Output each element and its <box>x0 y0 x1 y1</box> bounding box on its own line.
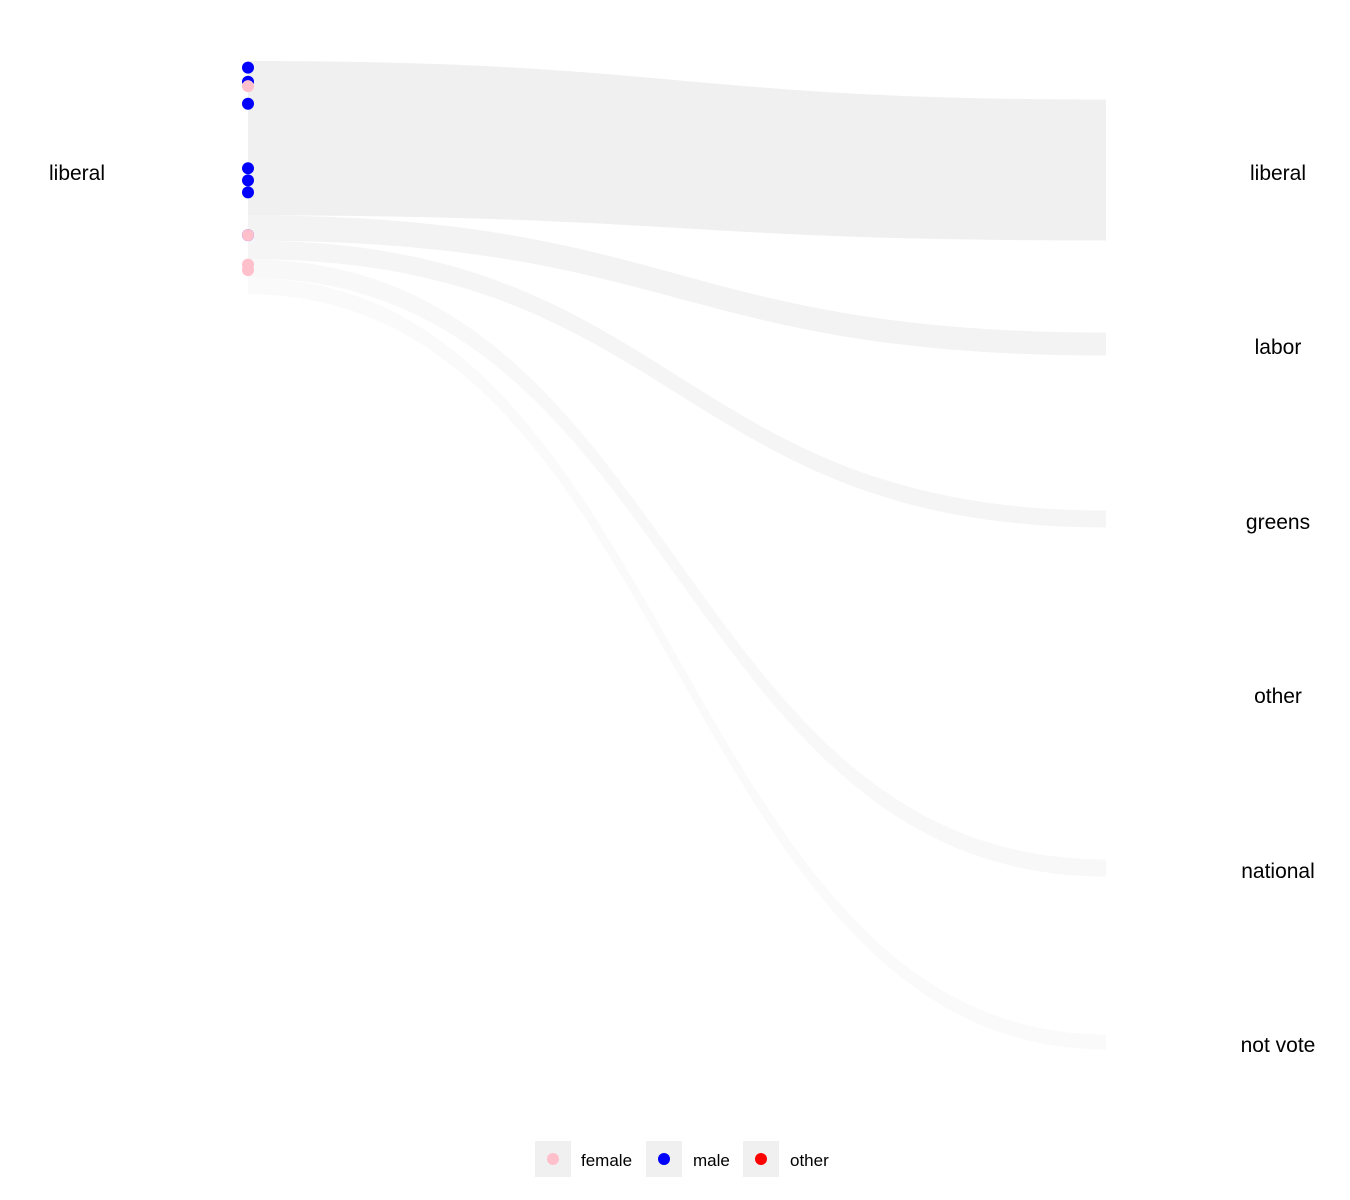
target-node-label-labor: labor <box>1255 336 1302 359</box>
legend-label-female: female <box>581 1151 632 1170</box>
flow-liberal-to-national <box>248 259 1106 877</box>
target-node-label-greens: greens <box>1246 511 1310 534</box>
target-node-label-liberal: liberal <box>1250 162 1306 185</box>
legend-key-female <box>547 1153 559 1165</box>
legend-item-male: male <box>646 1141 730 1177</box>
point-female <box>242 80 254 93</box>
point-male <box>242 186 254 199</box>
legend-item-other: other <box>743 1141 829 1177</box>
target-node-label-not-vote: not vote <box>1241 1034 1316 1057</box>
point-female <box>242 264 254 277</box>
flow-liberal-to-labor <box>248 215 1106 356</box>
legend-label-other: other <box>790 1151 829 1170</box>
target-node-label-other: other <box>1254 685 1302 708</box>
point-layer <box>242 61 254 277</box>
point-male <box>242 162 254 175</box>
legend: female male other <box>535 1141 829 1177</box>
legend-item-female: female <box>535 1141 632 1177</box>
flow-layer <box>248 61 1106 1050</box>
point-male <box>242 61 254 74</box>
target-node-label-national: national <box>1241 860 1315 883</box>
flow-liberal-to-liberal <box>248 61 1106 241</box>
flow-liberal-to-not-vote <box>248 277 1106 1050</box>
legend-key-other <box>755 1153 767 1165</box>
point-female <box>242 229 254 242</box>
source-node-label: liberal <box>49 162 105 185</box>
point-male <box>242 174 254 187</box>
legend-key-male <box>658 1153 670 1165</box>
flow-liberal-to-greens <box>248 240 1106 528</box>
point-male <box>242 97 254 110</box>
legend-label-male: male <box>693 1151 730 1170</box>
